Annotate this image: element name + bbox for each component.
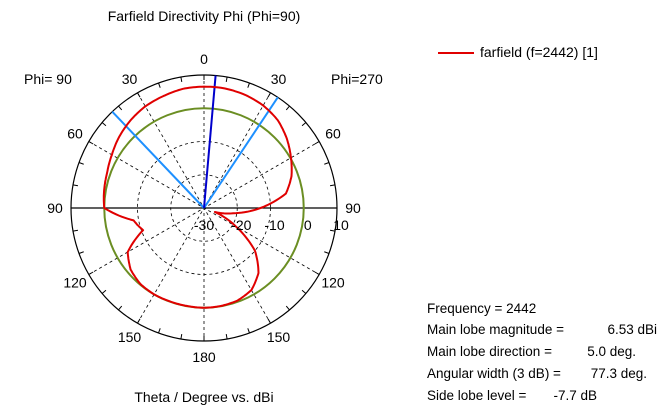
outer-tick <box>285 105 290 111</box>
outer-tick <box>314 271 320 275</box>
outer-tick <box>180 76 183 83</box>
outer-tick <box>301 122 307 127</box>
outer-tick <box>324 251 330 254</box>
info-side-lobe-level-label: Side lobe level = <box>427 388 527 403</box>
outer-tick <box>158 328 161 334</box>
outer-tick <box>247 328 250 334</box>
outer-tick <box>72 184 79 187</box>
outer-tick <box>158 82 161 88</box>
outer-tick <box>78 251 84 254</box>
outer-tick <box>267 92 271 98</box>
outer-tick <box>180 333 183 340</box>
phi-left-label: Phi= 90 <box>24 71 72 87</box>
legend-label: farfield (f=2442) [1] <box>480 44 598 60</box>
info-main-lobe-magnitude-value: 6.53 dBi <box>607 322 657 337</box>
outer-tick <box>314 141 320 145</box>
info-panel: Frequency = 2442 Main lobe magnitude = 6… <box>427 301 657 403</box>
outer-tick <box>101 289 107 294</box>
beamwidth-line <box>203 96 279 209</box>
data-curves <box>102 85 293 309</box>
outer-tick <box>329 229 336 232</box>
axis-labels: 0 30 60 90 120 150 180 150 120 90 60 30 -30 -20 -10 0 10 <box>47 51 361 365</box>
radial-tick-label: 10 <box>333 217 349 233</box>
outer-tick <box>137 318 141 324</box>
angle-tick-label: 180 <box>192 349 216 365</box>
radial-tick-label: -30 <box>194 217 214 233</box>
outer-tick <box>88 141 94 145</box>
angle-tick-label: 30 <box>122 71 138 87</box>
info-main-lobe-magnitude-label: Main lobe magnitude = <box>427 322 564 337</box>
radial-tick-label: -10 <box>264 217 284 233</box>
x-axis-label: Theta / Degree vs. dBi <box>134 389 273 405</box>
info-angular-width-value: 77.3 deg. <box>591 366 647 381</box>
series-curve <box>102 85 293 309</box>
radial-tick-label: -20 <box>231 217 251 233</box>
info-angular-width-label: Angular width (3 dB) = <box>427 366 561 381</box>
outer-tick <box>324 162 330 165</box>
outer-tick <box>137 92 141 98</box>
outer-tick <box>88 271 94 275</box>
outer-tick <box>72 229 79 232</box>
info-main-lobe-direction-value: 5.0 deg. <box>587 344 636 359</box>
angle-tick-label: 120 <box>321 275 345 291</box>
outer-tick <box>267 318 271 324</box>
info-frequency-label: Frequency = 2442 <box>427 301 536 316</box>
legend: farfield (f=2442) [1] <box>438 44 598 60</box>
angle-tick-label: 120 <box>63 275 87 291</box>
outer-tick <box>301 289 307 294</box>
angle-tick-label: 30 <box>271 71 287 87</box>
chart-title: Farfield Directivity Phi (Phi=90) <box>108 8 301 24</box>
angle-tick-label: 90 <box>47 200 63 216</box>
outer-tick <box>225 333 228 340</box>
angle-tick-label: 60 <box>67 126 83 142</box>
outer-tick <box>101 122 107 127</box>
phi-right-label: Phi=270 <box>331 71 383 87</box>
angle-tick-label: 0 <box>200 51 208 67</box>
outer-tick <box>329 184 336 187</box>
angle-tick-label: 90 <box>345 200 361 216</box>
info-main-lobe-direction-label: Main lobe direction = <box>427 344 552 359</box>
angle-tick-label: 150 <box>118 329 142 345</box>
outer-tick <box>225 76 228 83</box>
angle-tick-label: 60 <box>325 126 341 142</box>
outer-tick <box>118 105 123 111</box>
angle-tick-label: 150 <box>267 329 291 345</box>
outer-tick <box>78 162 84 165</box>
outer-tick <box>247 82 250 88</box>
main-lobe-line <box>203 75 217 209</box>
radial-tick-label: 0 <box>304 217 312 233</box>
info-side-lobe-level-value: -7.7 dB <box>553 388 597 403</box>
beamwidth-line <box>111 110 205 209</box>
outer-tick <box>285 305 290 311</box>
outer-tick <box>118 305 123 311</box>
